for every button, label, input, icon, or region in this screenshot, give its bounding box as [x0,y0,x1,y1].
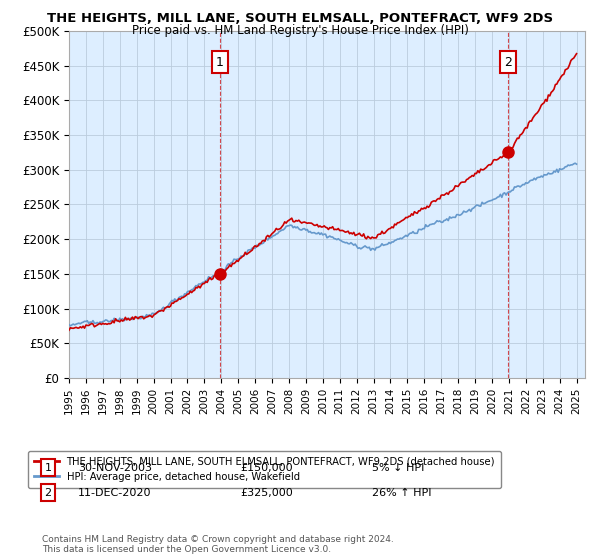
Text: THE HEIGHTS, MILL LANE, SOUTH ELMSALL, PONTEFRACT, WF9 2DS: THE HEIGHTS, MILL LANE, SOUTH ELMSALL, P… [47,12,553,25]
Text: Price paid vs. HM Land Registry's House Price Index (HPI): Price paid vs. HM Land Registry's House … [131,24,469,36]
Text: 5% ↓ HPI: 5% ↓ HPI [372,463,424,473]
Text: 2: 2 [44,488,52,498]
Text: 1: 1 [216,55,224,68]
Text: £325,000: £325,000 [240,488,293,498]
Text: 2: 2 [504,55,512,68]
Text: 26% ↑ HPI: 26% ↑ HPI [372,488,431,498]
Text: £150,000: £150,000 [240,463,293,473]
Legend: THE HEIGHTS, MILL LANE, SOUTH ELMSALL, PONTEFRACT, WF9 2DS (detached house), HPI: THE HEIGHTS, MILL LANE, SOUTH ELMSALL, P… [28,451,501,488]
Text: Contains HM Land Registry data © Crown copyright and database right 2024.
This d: Contains HM Land Registry data © Crown c… [42,535,394,554]
Text: 11-DEC-2020: 11-DEC-2020 [78,488,151,498]
Text: 30-NOV-2003: 30-NOV-2003 [78,463,152,473]
Text: 1: 1 [44,463,52,473]
